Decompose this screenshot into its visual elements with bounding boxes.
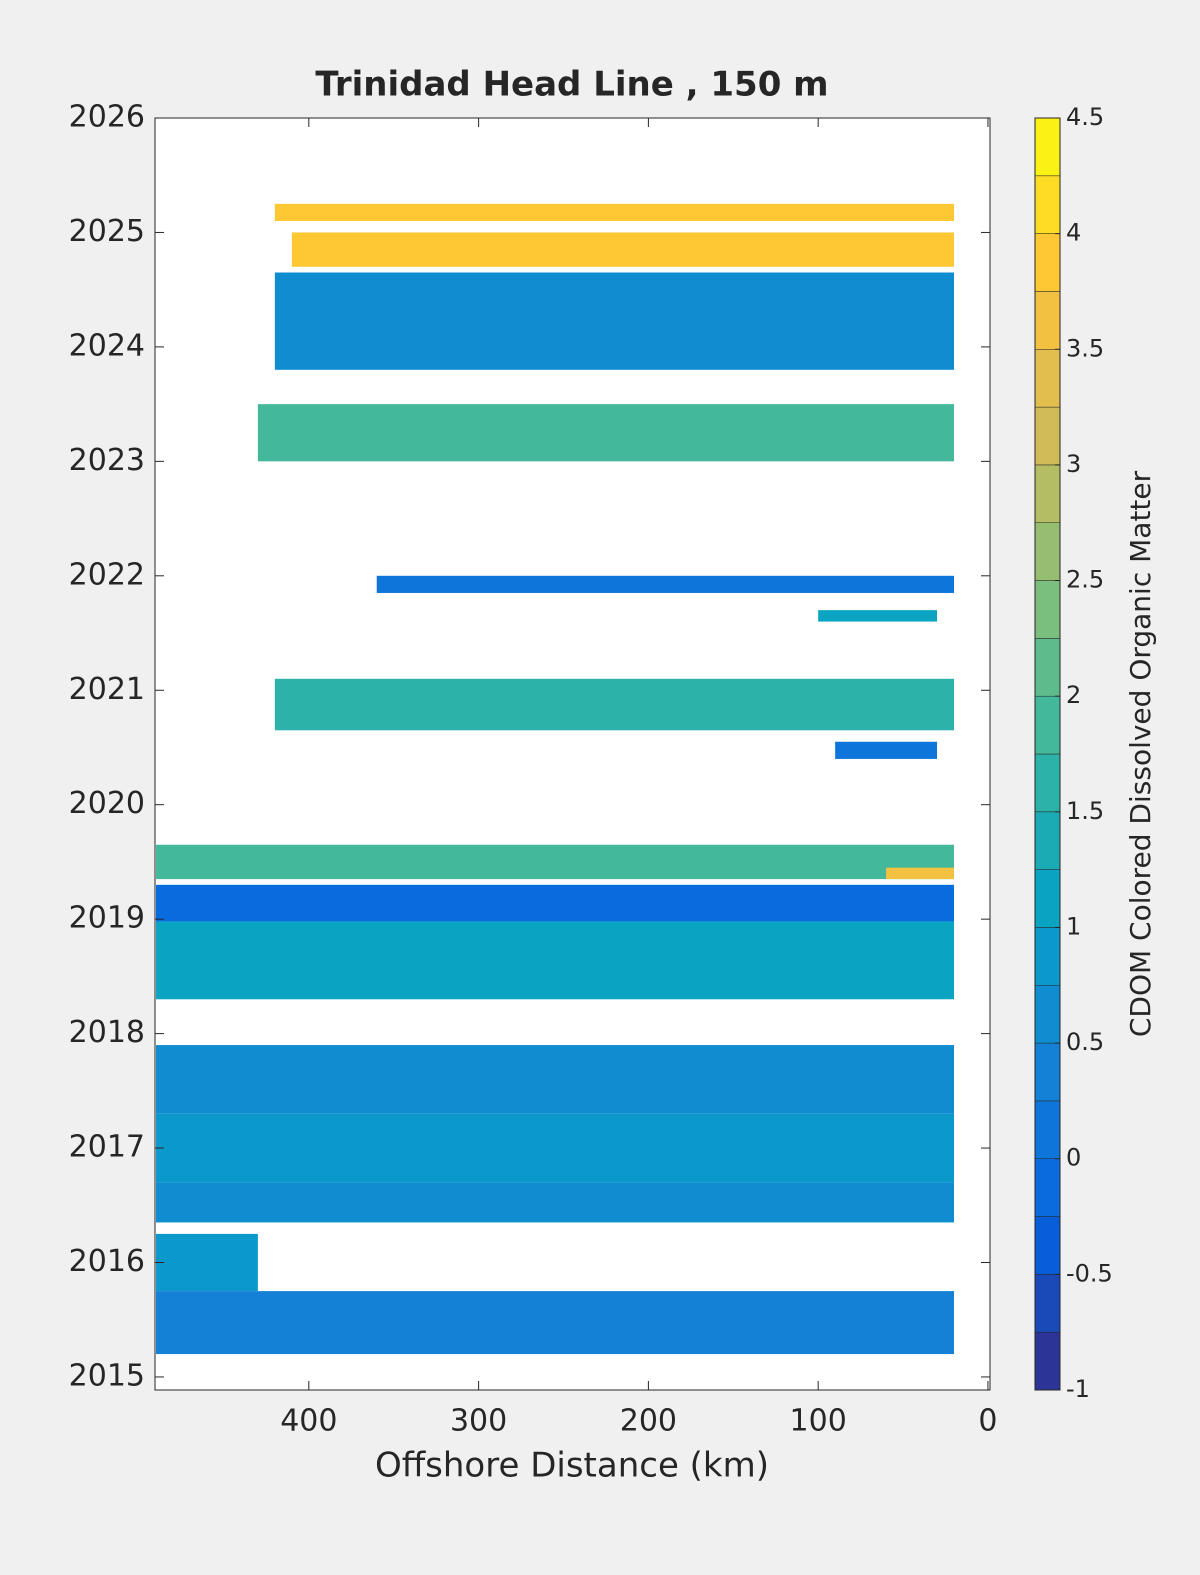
- colorbar-tick-label: 4.5: [1066, 103, 1104, 131]
- colorbar-swatch: [1034, 1331, 1061, 1391]
- contour-region: [257, 404, 955, 462]
- contour-region: [291, 232, 955, 267]
- x-tick-label: 200: [620, 1404, 677, 1439]
- colorbar-tick-label: 3: [1066, 450, 1081, 478]
- y-tick-label: 2024: [69, 328, 145, 363]
- colorbar-tick-label: 2: [1066, 681, 1081, 709]
- contour-region: [156, 844, 955, 880]
- y-tick-label: 2015: [69, 1358, 145, 1393]
- y-tick-label: 2020: [69, 786, 145, 821]
- colorbar-swatch: [1034, 175, 1061, 234]
- colorbar-swatch: [1034, 927, 1061, 986]
- colorbar-swatch: [1034, 1100, 1061, 1159]
- y-tick-label: 2023: [69, 443, 145, 478]
- colorbar-swatch: [1034, 753, 1061, 813]
- colorbar-tick-label: -1: [1066, 1375, 1090, 1403]
- colorbar-tick-label: 0.5: [1066, 1028, 1104, 1056]
- colorbar-tick-label: 1.5: [1066, 797, 1104, 825]
- colorbar-swatch: [1034, 638, 1061, 697]
- y-tick-label: 2025: [69, 214, 145, 249]
- colorbar-swatch: [1034, 233, 1061, 292]
- colorbar-swatch: [1034, 464, 1061, 523]
- contour-region: [274, 203, 955, 222]
- contour-region: [156, 1045, 955, 1114]
- colorbar-tick-label: 2.5: [1066, 566, 1104, 594]
- y-tick-label: 2022: [69, 557, 145, 592]
- colorbar-swatch: [1034, 695, 1061, 755]
- y-tick-label: 2018: [69, 1015, 145, 1050]
- y-tick-label: 2016: [69, 1244, 145, 1279]
- y-tick-label: 2021: [69, 672, 145, 707]
- colorbar-swatch: [1034, 1042, 1061, 1102]
- colorbar-swatch: [1034, 985, 1061, 1044]
- colorbar-swatch: [1034, 811, 1061, 870]
- contour-region: [376, 575, 955, 593]
- contour-region: [156, 921, 955, 1000]
- colorbar-tick-label: 0: [1066, 1144, 1081, 1172]
- colorbar-swatch: [1034, 1158, 1061, 1217]
- colorbar-tick-label: 3.5: [1066, 334, 1104, 362]
- colorbar-swatch: [1034, 117, 1061, 177]
- colorbar-tick-label: 1: [1066, 912, 1081, 940]
- x-axis-label: Offshore Distance (km): [375, 1446, 769, 1486]
- colorbar-swatch: [1034, 522, 1061, 581]
- contour-region: [156, 1113, 955, 1183]
- contour-region: [835, 741, 938, 759]
- colorbar-swatch: [1034, 291, 1061, 350]
- colorbar-swatch: [1034, 349, 1061, 408]
- y-tick-label: 2019: [69, 901, 145, 936]
- x-tick-label: 300: [450, 1404, 507, 1439]
- colorbar-swatch: [1034, 580, 1061, 639]
- colorbar-tick-label: -0.5: [1066, 1259, 1113, 1287]
- chart-title: Trinidad Head Line , 150 m: [315, 65, 828, 105]
- x-tick-label: 0: [978, 1404, 997, 1439]
- x-tick-label: 100: [790, 1404, 847, 1439]
- colorbar-tick-label: 4: [1066, 219, 1081, 247]
- contour-region: [886, 867, 955, 880]
- colorbar-swatch: [1034, 406, 1061, 466]
- x-tick-label: 400: [280, 1404, 337, 1439]
- contour-region: [156, 1182, 955, 1223]
- contour-region: [156, 1233, 258, 1292]
- colorbar-frame: [1034, 117, 1061, 1391]
- contour-region: [156, 1291, 955, 1355]
- colorbar-swatch: [1034, 1274, 1061, 1333]
- colorbar-swatch: [1034, 1216, 1061, 1275]
- contour-region: [818, 610, 938, 622]
- colorbar-label: CDOM Colored Dissolved Organic Matter: [1124, 470, 1157, 1037]
- y-tick-label: 2017: [69, 1130, 145, 1165]
- plot-frame: [154, 117, 991, 1391]
- y-tick-label: 2026: [69, 100, 145, 135]
- colorbar-swatch: [1034, 869, 1061, 928]
- contour-region: [156, 884, 955, 922]
- contour-region: [274, 272, 955, 370]
- contour-region: [274, 678, 955, 731]
